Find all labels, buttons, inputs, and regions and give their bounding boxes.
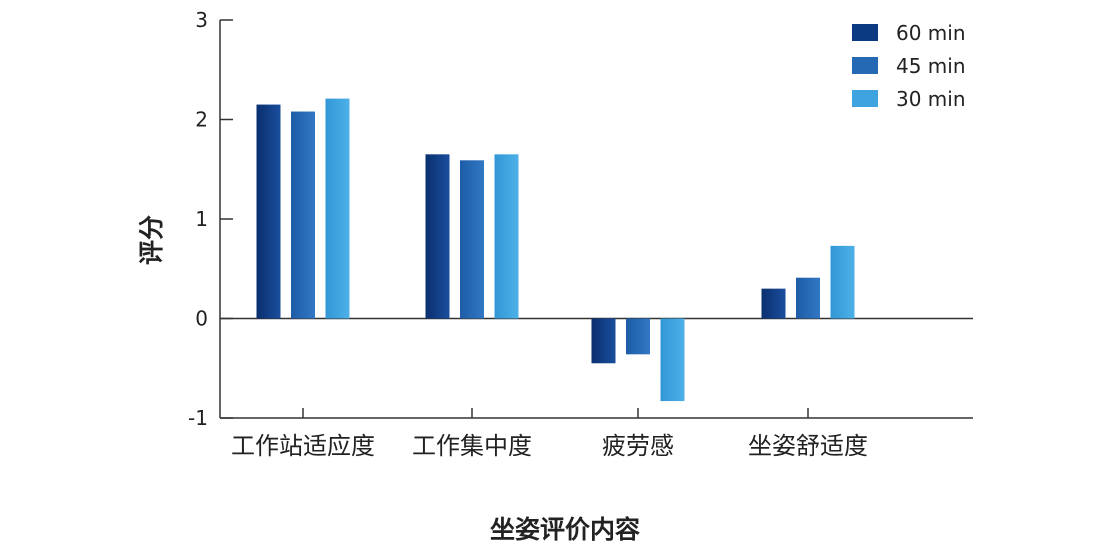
legend: 60 min 45 min 30 min — [852, 21, 966, 111]
legend-label: 60 min — [896, 21, 966, 45]
category-label: 坐姿舒适度 — [748, 432, 868, 460]
bar — [761, 288, 786, 319]
y-tick-label: -1 — [188, 406, 208, 430]
bar — [425, 154, 450, 319]
legend-label: 30 min — [896, 87, 966, 111]
bar — [291, 111, 315, 319]
bar — [256, 104, 281, 319]
bar — [325, 98, 350, 319]
category-label: 工作站适应度 — [231, 432, 375, 460]
bar — [591, 318, 616, 364]
bars — [256, 98, 855, 402]
category-label: 工作集中度 — [412, 432, 532, 460]
y-tick-label: 0 — [195, 307, 208, 331]
bar — [830, 245, 855, 319]
category-labels: 工作站适应度 工作集中度 疲劳感 坐姿舒适度 — [231, 432, 868, 460]
y-tick-label: 1 — [195, 207, 208, 231]
y-tick-label: 2 — [195, 108, 208, 132]
category-label: 疲劳感 — [602, 432, 674, 460]
y-axis-title: 评分 — [137, 215, 166, 265]
legend-swatch — [852, 57, 878, 74]
bar — [626, 318, 650, 355]
bar — [796, 277, 820, 319]
legend-label: 45 min — [896, 54, 966, 78]
bar — [460, 160, 484, 319]
bar — [660, 318, 685, 402]
y-tick-label: 3 — [195, 8, 208, 32]
legend-swatch — [852, 90, 878, 107]
x-axis-title: 坐姿评价内容 — [490, 515, 640, 544]
bar — [494, 154, 519, 319]
legend-swatch — [852, 24, 878, 41]
